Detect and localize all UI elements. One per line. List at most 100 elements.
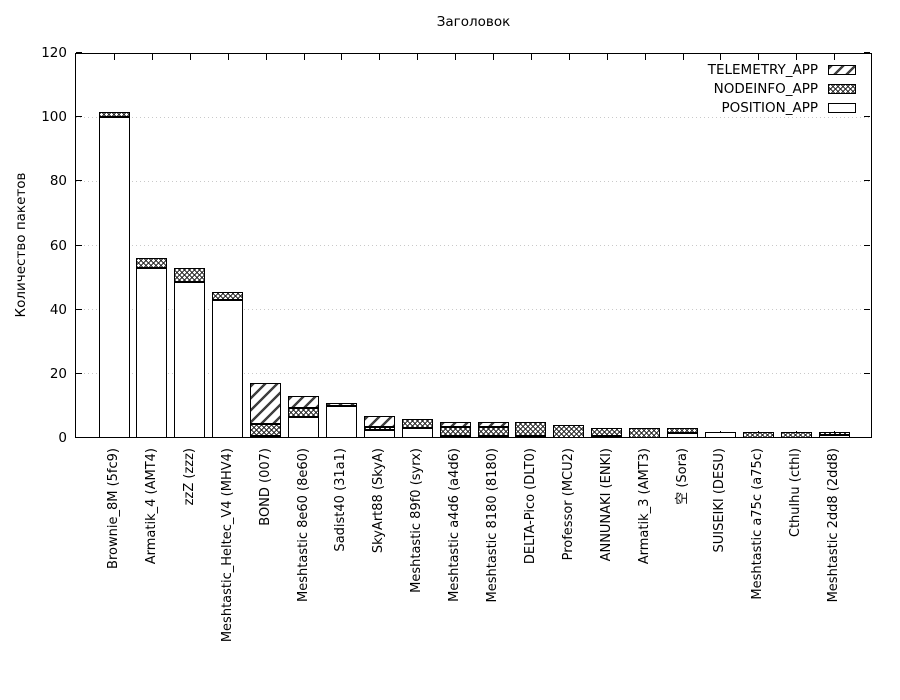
bar-segment-position_app (212, 300, 244, 438)
y-tick-right (864, 180, 870, 182)
x-tick-top (227, 54, 229, 60)
x-tick-label: Meshtastic 2dd8 (2dd8) (826, 448, 842, 603)
bar-segment-nodeinfo_app (667, 428, 698, 434)
bar-segment-position_app (325, 405, 357, 438)
bar-segment-position_app (363, 429, 395, 438)
x-tick-label: SkyArt88 (SkyA) (371, 448, 387, 554)
x-tick-top (341, 54, 343, 60)
x-tick-top (151, 54, 153, 60)
y-tick-left (76, 372, 82, 374)
x-tick-label: ANNUNAKI (ENKI) (598, 448, 614, 562)
bar-segment-position_app (439, 436, 471, 439)
bar-segment-nodeinfo_app (439, 426, 471, 437)
x-tick-top (606, 54, 608, 60)
gridline-y100 (76, 116, 871, 118)
x-tick-top (379, 54, 381, 60)
gridline-y60 (76, 245, 871, 246)
bar-segment-nodeinfo_app (818, 431, 850, 435)
bar-segment-position_app (591, 436, 623, 439)
x-tick-label: 空 (Sora) (674, 448, 690, 505)
bar-segment-nodeinfo_app (629, 428, 661, 438)
bar-segment-telemetry_app (325, 402, 357, 406)
y-tick-label: 80 (49, 173, 67, 190)
y-tick-label: 60 (49, 237, 67, 254)
chart-title: Заголовок (436, 14, 511, 30)
bar-segment-nodeinfo_app (212, 292, 244, 301)
bar-segment-nodeinfo_app (780, 431, 812, 438)
x-tick-label: Cthulhu (cthl) (788, 448, 804, 538)
x-tick-label: Armatik_3 (AMT3) (636, 448, 652, 565)
x-tick-top (530, 54, 532, 60)
x-tick-label: Sadist40 (31a1) (333, 448, 349, 552)
legend-swatch-telemetry_app (828, 64, 856, 75)
bar-segment-nodeinfo_app (553, 425, 585, 438)
bar-segment-telemetry_app (477, 421, 509, 427)
bar-segment-position_app (98, 117, 130, 438)
bar-segment-telemetry_app (288, 396, 319, 408)
x-tick-top (834, 54, 836, 60)
x-tick-top (493, 54, 494, 60)
x-tick-label: Meshtastic_Heltec_V4 (MHV4) (219, 448, 235, 643)
bar-segment-nodeinfo_app (742, 431, 774, 438)
bar-segment-nodeinfo_app (98, 112, 130, 118)
bar-segment-nodeinfo_app (477, 426, 509, 436)
legend-row: POSITION_APP (708, 98, 856, 117)
bar-segment-nodeinfo_app (591, 428, 623, 437)
x-tick-label: Brownie_8M (5fc9) (106, 448, 121, 569)
legend: TELEMETRY_APP NODEINFO_APP POSITION_APP (708, 60, 856, 117)
y-tick-right (864, 437, 870, 438)
x-tick-label: Meshtastic a75c (a75c) (750, 448, 766, 600)
y-tick-left (76, 52, 82, 53)
x-tick-top (796, 54, 798, 60)
bar-segment-telemetry_app (363, 415, 395, 427)
x-tick-top (455, 54, 457, 60)
bar-segment-nodeinfo_app (363, 426, 395, 430)
legend-label-telemetry_app: TELEMETRY_APP (707, 61, 818, 78)
bar-segment-position_app (136, 267, 168, 438)
bar-segment-position_app (477, 435, 509, 438)
y-tick-right (864, 308, 870, 310)
gridline-y20 (76, 373, 871, 375)
legend-label-position_app: POSITION_APP (721, 99, 818, 116)
y-tick-right (864, 244, 870, 246)
legend-swatch-nodeinfo_app (828, 83, 856, 94)
x-tick-label: Meshtastic 8e60 (8e60) (295, 448, 311, 602)
bar-segment-position_app (288, 417, 319, 438)
x-tick-top (682, 54, 684, 60)
bar-segment-position_app (704, 431, 736, 438)
y-tick-label: 40 (49, 301, 67, 318)
x-tick-top (758, 54, 760, 60)
x-tick-top (568, 54, 570, 60)
bar-segment-nodeinfo_app (174, 267, 206, 283)
bar-segment-position_app (515, 436, 547, 439)
x-tick-label: Meshtastic a4d6 (a4d6) (447, 448, 463, 602)
x-tick-label: BOND (007) (257, 448, 273, 526)
y-tick-label: 0 (58, 430, 67, 446)
bar-segment-position_app (667, 433, 698, 438)
x-tick-top (189, 54, 191, 60)
bar-segment-nodeinfo_app (250, 423, 282, 437)
bar-segment-position_app (818, 434, 850, 438)
x-tick-label: Professor (MCU2) (560, 448, 576, 561)
y-tick-label: 100 (41, 109, 67, 126)
y-tick-label: 20 (49, 365, 67, 382)
x-tick-top (265, 54, 267, 60)
bar-segment-nodeinfo_app (288, 407, 319, 418)
bar-segment-nodeinfo_app (401, 418, 433, 429)
y-tick-label: 120 (41, 45, 67, 61)
x-tick-top (644, 54, 646, 60)
y-tick-left (76, 244, 82, 246)
x-tick-top (114, 54, 115, 60)
bar-segment-telemetry_app (439, 421, 471, 427)
x-tick-label: DELTA-Pico (DLT0) (522, 448, 538, 565)
y-tick-left (76, 308, 82, 310)
y-tick-right (864, 116, 870, 118)
y-tick-left (76, 180, 82, 182)
x-tick-label: zzZ (zzz) (181, 448, 197, 506)
bar-segment-position_app (174, 282, 206, 438)
y-tick-left (76, 437, 82, 438)
bar-segment-nodeinfo_app (136, 258, 168, 268)
gridline-y80 (76, 180, 871, 182)
legend-row: NODEINFO_APP (708, 79, 856, 98)
